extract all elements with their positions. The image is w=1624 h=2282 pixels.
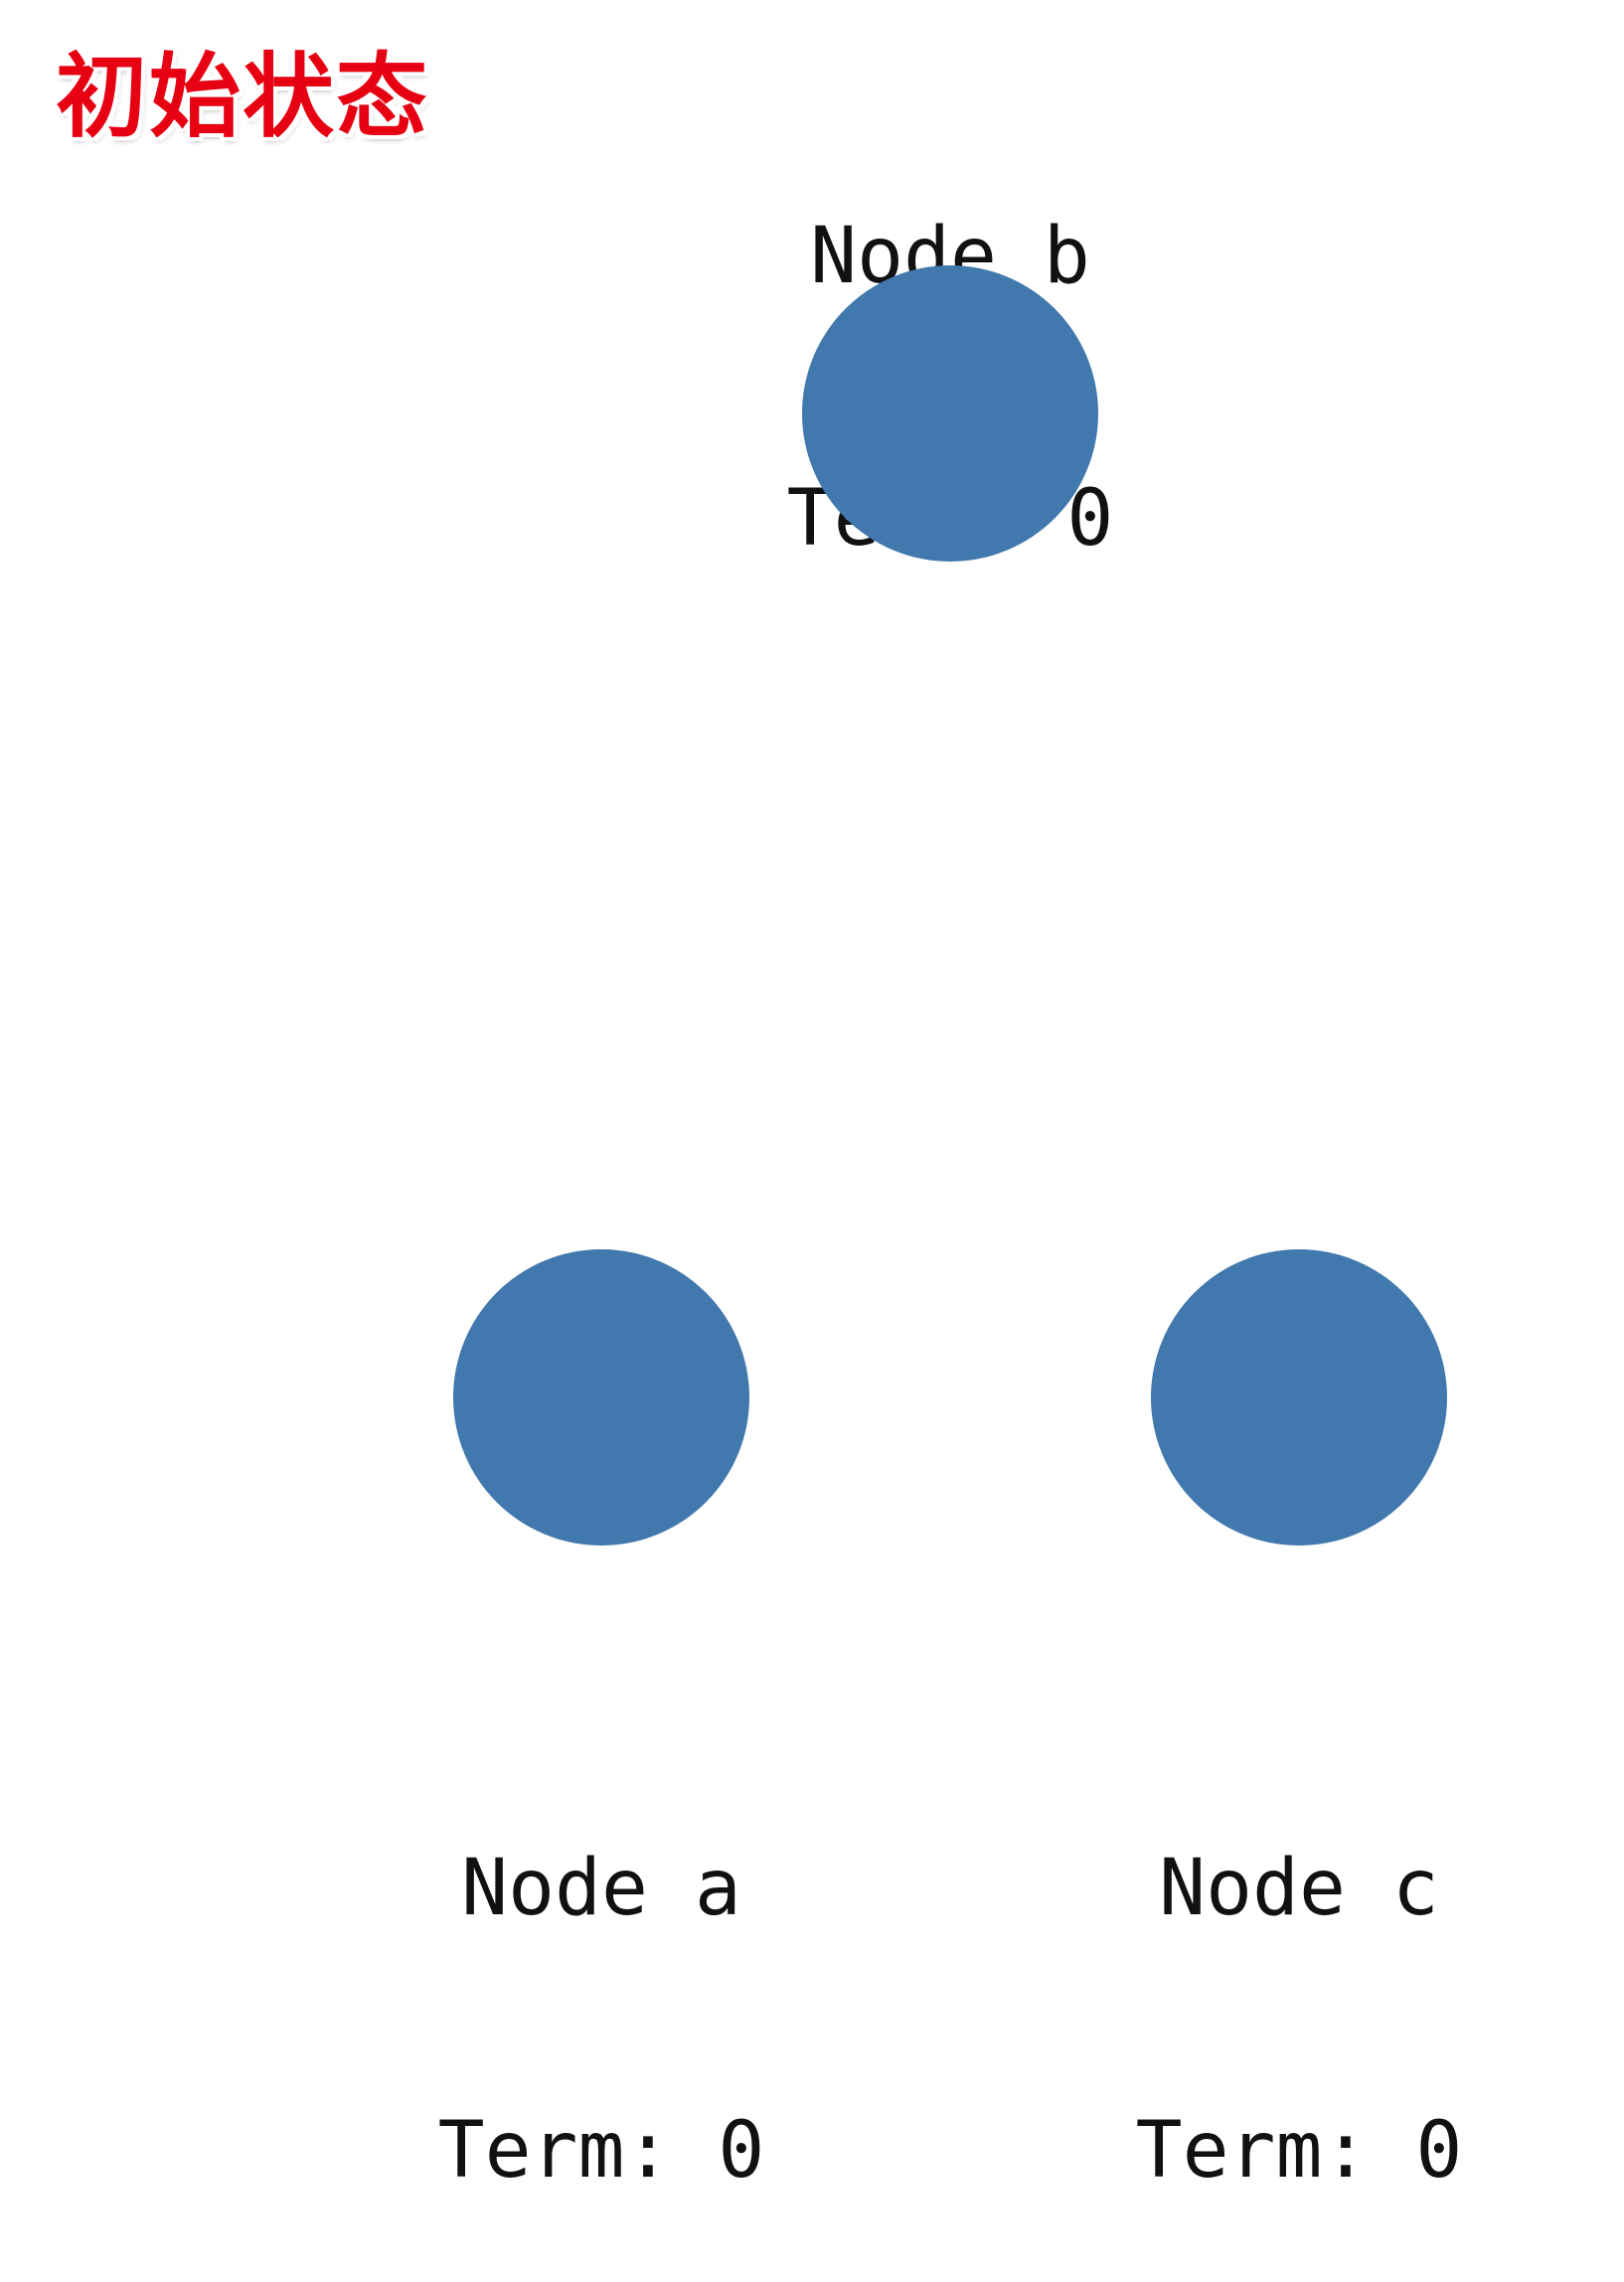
state-title: 初始状态 <box>56 44 430 150</box>
node-a-label: Node a Term: 0 <box>343 1670 860 2282</box>
node-c-circle <box>1151 1249 1447 1546</box>
node-c-label: Node c Term: 0 <box>1041 1670 1557 2282</box>
node-c-term: Term: 0 <box>1135 2106 1463 2196</box>
node-c-name: Node c <box>1159 1844 1439 1933</box>
node-b-circle <box>802 265 1098 562</box>
node-a-name: Node a <box>461 1844 741 1933</box>
node-a-term: Term: 0 <box>437 2106 765 2196</box>
node-a-circle <box>453 1249 749 1546</box>
